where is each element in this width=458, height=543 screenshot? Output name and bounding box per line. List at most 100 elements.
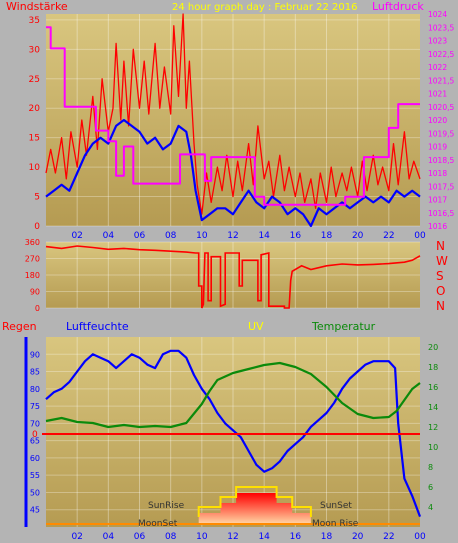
pressure-tick-label: 1017,5 [428, 182, 454, 191]
x-tick-label: 20 [352, 231, 364, 241]
humidity-tick-label: 65 [30, 437, 40, 446]
wind-tick-label: 30 [29, 45, 41, 55]
humidity-tick-label: 90 [30, 350, 40, 359]
temperature-tick-label: 20 [428, 343, 438, 352]
pressure-tick-label: 1024 [428, 10, 447, 19]
pressure-tick-label: 1016,5 [428, 209, 454, 218]
wind-axis-title: Windstärke [6, 0, 68, 13]
solar-area [198, 493, 311, 523]
humidity-tick-label: 45 [30, 506, 40, 515]
solar-area-group [46, 486, 420, 525]
direction-tick-label: 0 [35, 304, 40, 313]
x-tick-label: 08 [165, 532, 177, 542]
pressure-tick-label: 1023,5 [428, 23, 454, 32]
climate-plot-area [46, 337, 420, 527]
temperature-tick-label: 4 [428, 503, 433, 512]
x-tick-label: 04 [103, 231, 115, 241]
rain-zero-tick: 0 [32, 430, 38, 440]
pressure-tick-label: 1016 [428, 222, 447, 231]
direction-grid [46, 241, 420, 309]
x-tick-label: 22 [383, 532, 394, 542]
x-tick-label: 00 [414, 231, 426, 241]
wind-tick-label: 25 [29, 75, 40, 85]
panel3-x-ticks: 02 04 06 08 10 12 14 16 18 20 22 00 [71, 532, 426, 542]
pressure-tick-label: 1023 [428, 37, 447, 46]
pressure-tick-label: 1018 [428, 169, 447, 178]
compass-label: N [436, 299, 445, 313]
compass-label: O [436, 284, 445, 298]
pressure-tick-label: 1022,5 [428, 50, 454, 59]
x-tick-label: 10 [196, 231, 208, 241]
humidity-axis-title: Luftfeuchte [66, 320, 129, 333]
x-tick-label: 16 [290, 532, 302, 542]
chart-title: 24 hour graph day : Februar 22 2016 [172, 2, 357, 13]
direction-tick-label: 180 [25, 271, 40, 280]
x-tick-label: 02 [71, 231, 82, 241]
moonset-label: MoonSet [138, 519, 178, 529]
climate-series-group [42, 349, 422, 517]
x-tick-label: 06 [134, 231, 146, 241]
pressure-tick-label: 1020 [428, 116, 447, 125]
direction-y-ticks: 0 90 180 270 360 [25, 238, 40, 313]
temperature-tick-label: 14 [428, 403, 438, 412]
pressure-tick-label: 1019,5 [428, 129, 454, 138]
x-tick-label: 16 [290, 231, 302, 241]
pressure-y-ticks: 1016 1016,5 1017 1017,5 1018 1018,5 1019 1019,5… [428, 10, 454, 231]
x-tick-label: 00 [414, 532, 426, 542]
x-tick-label: 14 [258, 231, 270, 241]
direction-series-group [45, 245, 421, 309]
compass-label: N [436, 239, 445, 253]
x-tick-label: 14 [258, 532, 270, 542]
compass-label: W [436, 254, 448, 268]
x-tick-label: 04 [103, 532, 115, 542]
wind-tick-label: 0 [34, 222, 40, 232]
moonrise-label: Moon Rise [312, 519, 359, 529]
pressure-tick-label: 1021,5 [428, 76, 454, 85]
wind-tick-label: 15 [29, 134, 40, 144]
humidity-tick-label: 50 [30, 488, 40, 497]
x-tick-label: 18 [321, 231, 333, 241]
pressure-tick-label: 1022 [428, 63, 447, 72]
x-tick-label: 20 [352, 532, 364, 542]
panel1-x-ticks: 02 04 06 08 10 12 14 16 18 20 22 00 [71, 231, 426, 241]
direction-tick-label: 90 [30, 288, 40, 297]
temperature-tick-label: 16 [428, 383, 438, 392]
temperature-y-ticks: 4 6 8 10 12 14 16 18 20 [428, 343, 438, 512]
rain-axis-title: Regen [2, 320, 37, 333]
pressure-tick-label: 1021 [428, 90, 447, 99]
pressure-tick-label: 1018,5 [428, 156, 454, 165]
temperature-tick-label: 8 [428, 463, 433, 472]
series-line-windst-rke [45, 13, 421, 215]
temperature-tick-label: 12 [428, 423, 438, 432]
sunset-label: SunSet [320, 501, 352, 511]
temperature-tick-label: 18 [428, 363, 438, 372]
direction-tick-label: 270 [25, 255, 40, 264]
temperature-tick-label: 10 [428, 443, 438, 452]
wind-tick-label: 10 [29, 163, 41, 173]
pressure-tick-label: 1017 [428, 196, 447, 205]
wind-tick-label: 20 [29, 104, 41, 114]
x-tick-label: 12 [227, 532, 238, 542]
direction-tick-label: 360 [25, 238, 40, 247]
series-line-windrichtung [45, 245, 421, 309]
sun-moon-annotations: SunRise SunSet MoonSet Moon Rise [138, 501, 359, 529]
series-line-uv [197, 486, 312, 517]
x-tick-label: 18 [321, 532, 333, 542]
pressure-tick-label: 1019 [428, 143, 447, 152]
humidity-tick-label: 80 [30, 385, 40, 394]
x-tick-label: 22 [383, 231, 394, 241]
humidity-tick-label: 75 [30, 402, 40, 411]
wind-tick-label: 5 [34, 193, 40, 203]
x-tick-label: 02 [71, 532, 82, 542]
temperature-tick-label: 6 [428, 483, 433, 492]
humidity-tick-label: 55 [30, 471, 40, 480]
x-tick-label: 10 [196, 532, 208, 542]
wind-y-ticks: 0 5 10 15 20 25 30 35 [29, 16, 41, 232]
series-line-luftdruck [46, 26, 420, 206]
wind-plot-area [46, 14, 420, 226]
humidity-tick-label: 70 [30, 419, 40, 428]
humidity-y-ticks: 45 50 55 60 65 70 75 80 85 90 [30, 350, 40, 514]
